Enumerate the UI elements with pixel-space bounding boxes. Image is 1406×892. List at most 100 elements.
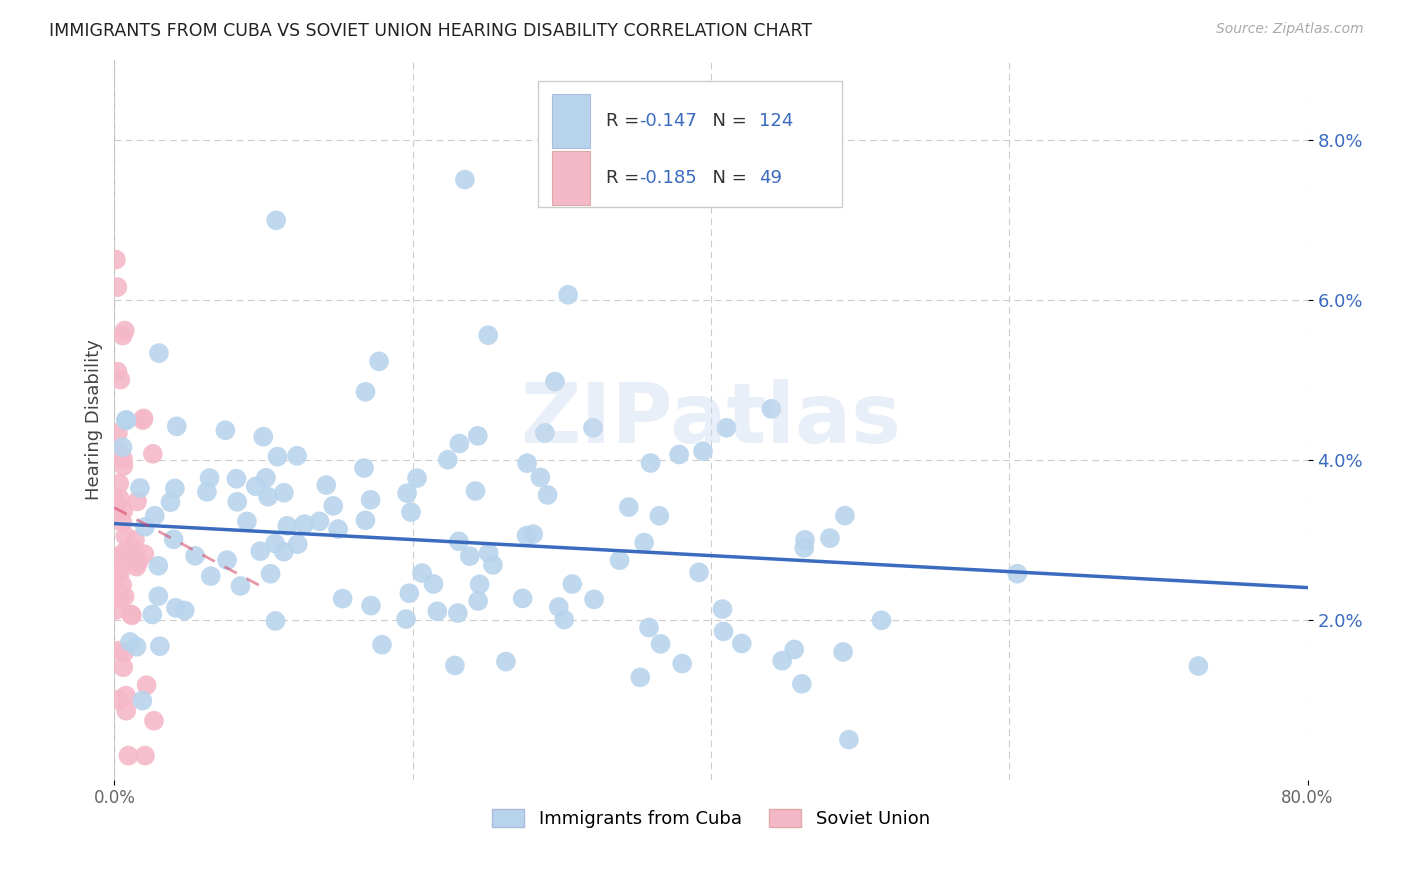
Point	[114, 590, 136, 604]
Point	[110, 373, 132, 387]
Point	[308, 515, 330, 529]
Point	[467, 594, 489, 608]
Point	[108, 445, 131, 459]
Point	[668, 448, 690, 462]
Point	[790, 677, 813, 691]
Point	[131, 693, 153, 707]
Point	[107, 643, 129, 657]
Point	[444, 658, 467, 673]
Point	[125, 640, 148, 654]
Point	[783, 642, 806, 657]
Point	[713, 624, 735, 639]
Point	[108, 591, 131, 606]
Point	[495, 655, 517, 669]
Point	[112, 503, 135, 517]
Point	[111, 328, 134, 343]
Point	[108, 567, 131, 582]
Point	[399, 505, 422, 519]
Point	[731, 636, 754, 650]
Point	[628, 670, 651, 684]
Point	[406, 471, 429, 485]
Point	[522, 527, 544, 541]
Point	[141, 607, 163, 622]
Point	[437, 452, 460, 467]
Point	[395, 612, 418, 626]
Point	[360, 492, 382, 507]
Point	[1007, 566, 1029, 581]
Point	[112, 545, 135, 559]
Point	[648, 508, 671, 523]
Point	[529, 470, 551, 484]
Point	[107, 692, 129, 706]
Point	[264, 614, 287, 628]
Point	[226, 495, 249, 509]
FancyBboxPatch shape	[553, 152, 591, 205]
Point	[114, 413, 136, 427]
Point	[166, 419, 188, 434]
FancyBboxPatch shape	[538, 81, 842, 207]
Point	[332, 591, 354, 606]
Point	[184, 549, 207, 563]
Point	[259, 566, 281, 581]
Point	[159, 495, 181, 509]
Point	[173, 603, 195, 617]
Point	[557, 287, 579, 301]
Point	[553, 613, 575, 627]
Point	[107, 584, 129, 599]
Point	[112, 646, 135, 660]
Text: R =: R =	[606, 112, 645, 130]
Point	[638, 621, 661, 635]
Point	[353, 461, 375, 475]
Point	[396, 486, 419, 500]
Point	[117, 748, 139, 763]
Text: Source: ZipAtlas.com: Source: ZipAtlas.com	[1216, 22, 1364, 37]
Point	[245, 479, 267, 493]
Point	[322, 499, 344, 513]
Point	[112, 660, 135, 674]
Point	[422, 577, 444, 591]
Point	[112, 458, 135, 473]
Point	[547, 599, 569, 614]
Point	[583, 592, 606, 607]
Point	[252, 430, 274, 444]
Point	[134, 547, 156, 561]
Point	[716, 421, 738, 435]
Point	[148, 558, 170, 573]
Point	[225, 472, 247, 486]
Point	[671, 657, 693, 671]
Point	[254, 471, 277, 485]
Point	[105, 365, 128, 379]
Text: 49: 49	[759, 169, 782, 187]
Point	[111, 516, 134, 530]
Point	[711, 602, 734, 616]
Point	[770, 654, 793, 668]
Point	[236, 515, 259, 529]
Point	[125, 559, 148, 574]
Point	[870, 613, 893, 627]
Point	[108, 476, 131, 491]
Point	[104, 252, 127, 267]
Point	[214, 423, 236, 437]
Point	[264, 536, 287, 550]
Point	[536, 488, 558, 502]
Point	[104, 494, 127, 508]
Point	[114, 529, 136, 543]
Point	[688, 566, 710, 580]
Point	[276, 519, 298, 533]
Point	[354, 384, 377, 399]
Point	[264, 213, 287, 227]
Point	[257, 490, 280, 504]
Point	[105, 502, 128, 516]
Point	[120, 607, 142, 622]
Point	[793, 541, 815, 555]
Point	[834, 508, 856, 523]
Point	[142, 447, 165, 461]
Point	[135, 678, 157, 692]
Point	[582, 421, 605, 435]
Point	[515, 528, 537, 542]
Point	[198, 471, 221, 485]
Point	[107, 425, 129, 440]
Point	[163, 533, 186, 547]
Point	[411, 566, 433, 580]
Text: -0.147: -0.147	[640, 112, 697, 130]
